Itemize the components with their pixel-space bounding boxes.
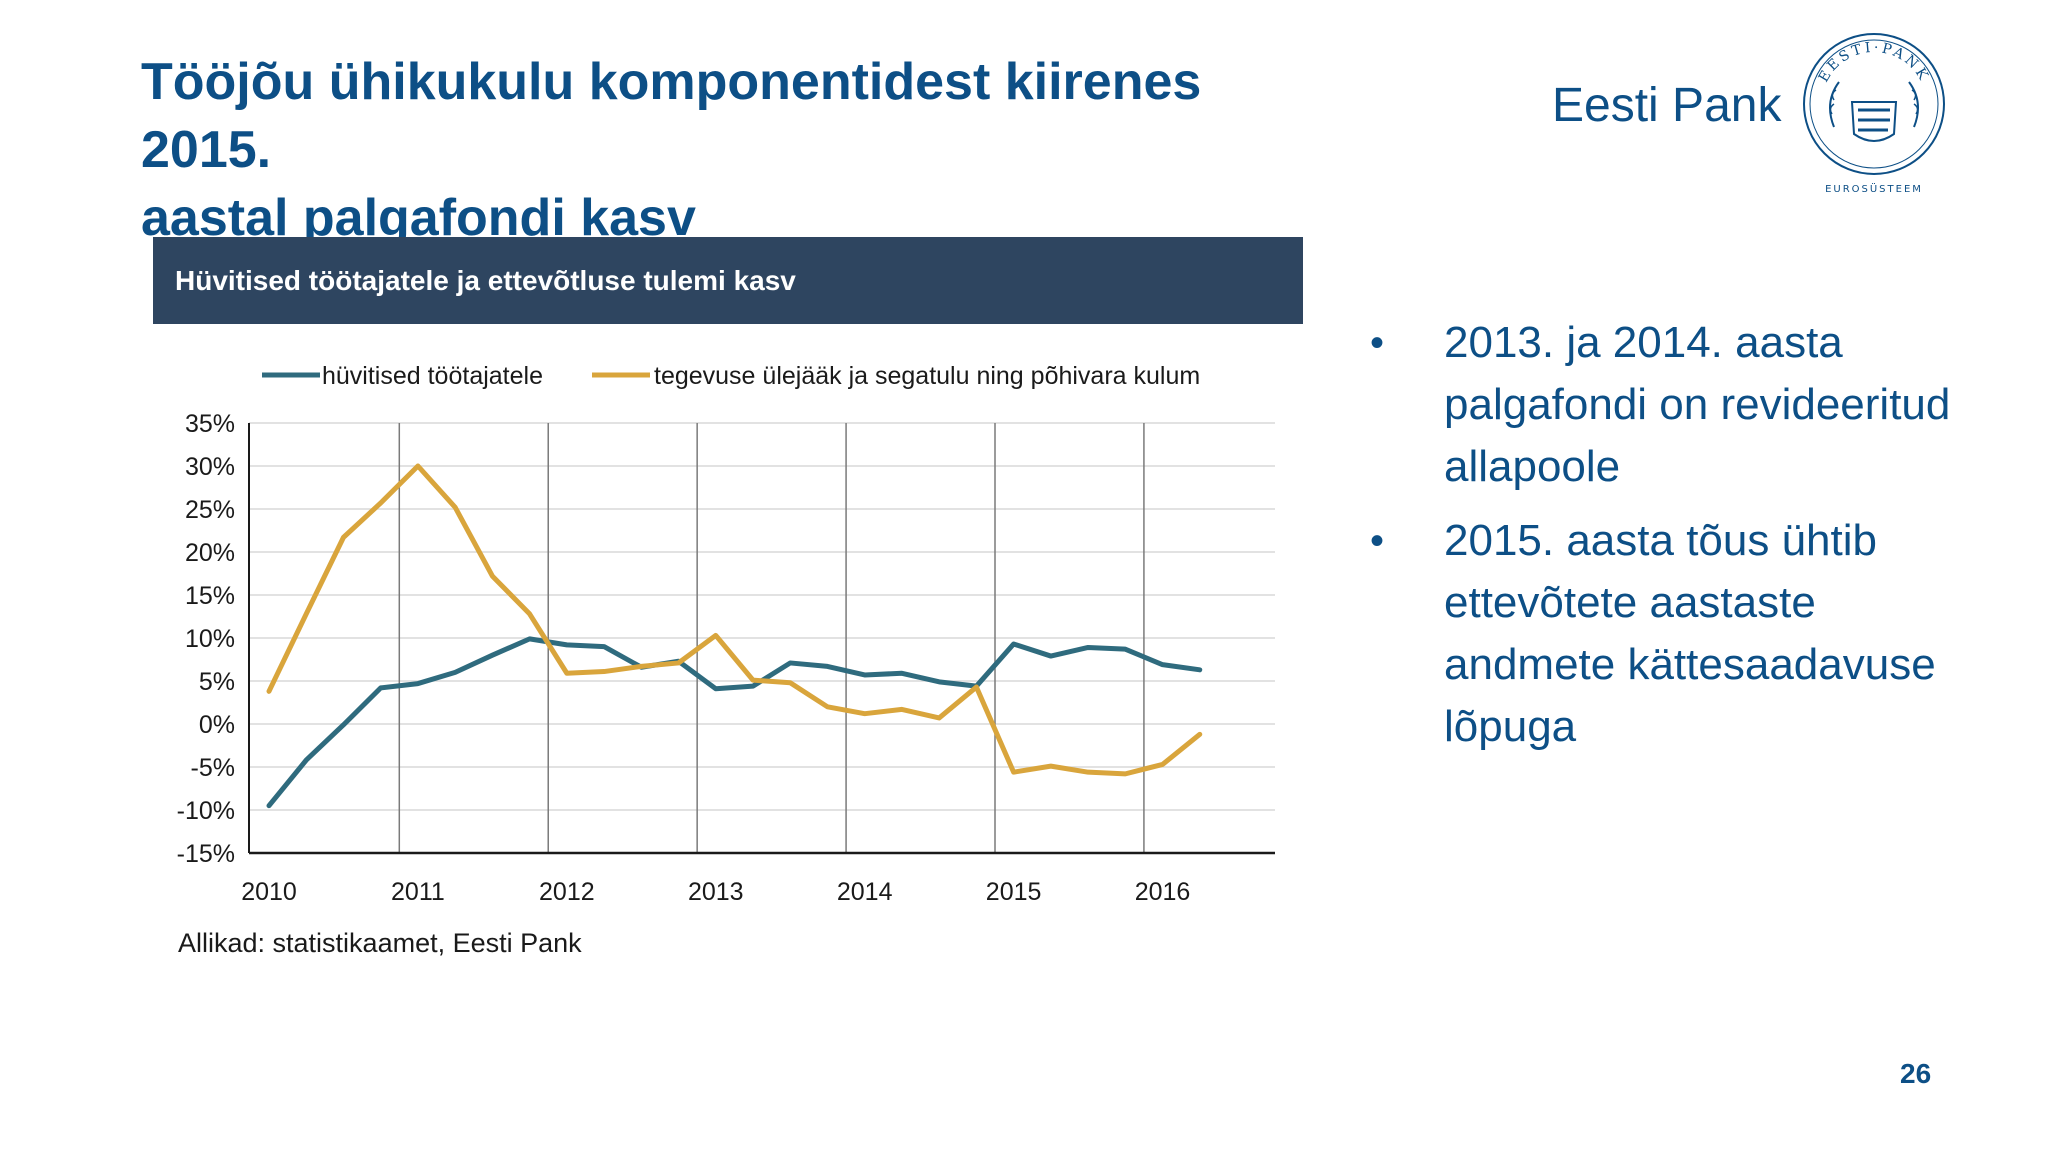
x-tick-label: 2012 — [539, 878, 595, 906]
x-tick-label: 2016 — [1135, 878, 1191, 906]
y-tick-label: 25% — [185, 496, 235, 524]
y-tick-label: 20% — [185, 539, 235, 567]
x-tick-label: 2010 — [241, 878, 297, 906]
title-line-1: Tööjõu ühikukulu komponentidest kiirenes… — [141, 53, 1202, 179]
x-tick-label: 2014 — [837, 878, 893, 906]
bullet-item: • 2015. aasta tõus ühtib ettevõtete aast… — [1358, 510, 1958, 758]
chart-legend: hüvitised töötajatele tegevuse ülejääk j… — [262, 362, 1200, 390]
series-line-compensation — [266, 636, 1203, 809]
slide-title: Tööjõu ühikukulu komponentidest kiirenes… — [141, 48, 1341, 252]
series-line-surplus — [266, 463, 1203, 777]
y-tick-label: 30% — [185, 453, 235, 481]
svg-text:EUROSÜSTEEM: EUROSÜSTEEM — [1825, 182, 1923, 195]
y-tick-label: 35% — [185, 410, 235, 438]
chart: hüvitised töötajatele tegevuse ülejääk j… — [177, 362, 1275, 906]
bullet-dot: • — [1370, 321, 1385, 365]
source-note: Allikad: statistikaamet, Eesti Pank — [178, 928, 582, 958]
y-tick-label: -5% — [191, 754, 235, 782]
legend-label-surplus: tegevuse ülejääk ja segatulu ning põhiva… — [654, 362, 1200, 390]
x-tick-label: 2013 — [688, 878, 744, 906]
y-tick-label: 5% — [199, 668, 235, 696]
legend-label-compensation: hüvitised töötajatele — [322, 362, 543, 390]
x-tick-label: 2011 — [391, 878, 445, 906]
bullet-text: 2013. ja 2014. aasta palgafondi on revid… — [1444, 318, 1951, 491]
page-number: 26 — [1900, 1058, 1932, 1089]
brand-name: Eesti Pank — [1552, 79, 1782, 132]
y-tick-label: -15% — [177, 840, 235, 868]
y-tick-label: 10% — [185, 625, 235, 653]
x-tick-label: 2015 — [986, 878, 1042, 906]
bullet-text: 2015. aasta tõus ühtib ettevõtete aastas… — [1444, 516, 1936, 751]
y-tick-label: -10% — [177, 797, 235, 825]
bullet-item: • 2013. ja 2014. aasta palgafondi on rev… — [1358, 312, 1958, 498]
bullet-list: • 2013. ja 2014. aasta palgafondi on rev… — [1358, 312, 1958, 770]
eesti-pank-seal-logo: EESTI·PANK EUROSÜSTEEM — [1803, 33, 1945, 195]
chart-header: Hüvitised töötajatele ja ettevõtluse tul… — [153, 237, 1303, 324]
bullet-dot: • — [1370, 519, 1385, 563]
y-tick-label: 0% — [199, 711, 235, 739]
y-tick-label: 15% — [185, 582, 235, 610]
